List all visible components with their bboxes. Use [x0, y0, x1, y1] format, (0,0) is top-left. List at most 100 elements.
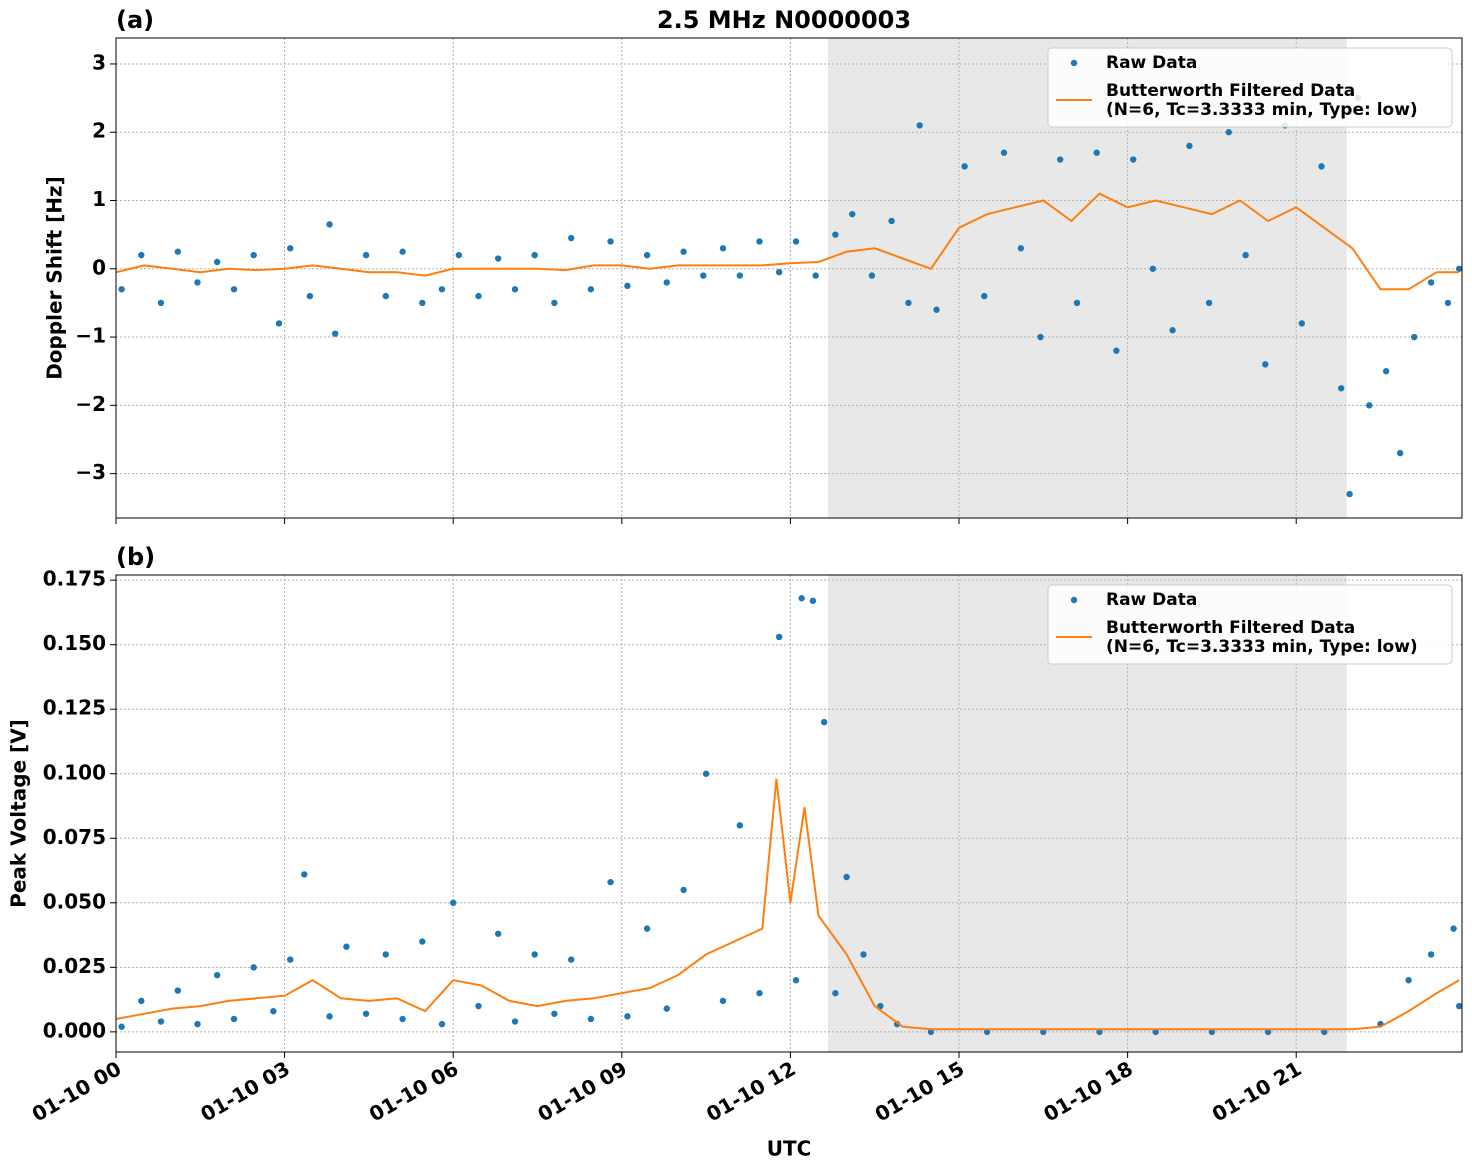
raw-point	[1427, 951, 1435, 958]
legend-label: Butterworth Filtered Data (N=6, Tc=3.3333…	[1106, 81, 1418, 120]
raw-point	[756, 238, 763, 245]
raw-point	[306, 292, 314, 300]
raw-point	[1444, 299, 1452, 307]
raw-point	[438, 1020, 446, 1028]
raw-point	[1056, 156, 1064, 163]
raw-point	[382, 292, 389, 300]
raw-point	[157, 1018, 165, 1025]
x-tick-label: 01-10 09	[534, 1056, 632, 1126]
raw-point	[1093, 149, 1100, 156]
raw-point	[1113, 347, 1120, 354]
raw-point	[1225, 129, 1232, 136]
raw-point	[1382, 368, 1390, 375]
raw-point	[194, 1020, 201, 1028]
raw-point	[607, 238, 614, 245]
y-tick-label: 0.100	[43, 760, 106, 784]
raw-point	[138, 997, 145, 1005]
panel-label: (a)	[116, 6, 154, 34]
raw-point	[174, 248, 182, 255]
raw-point	[301, 871, 308, 878]
y-tick-label: 3	[92, 50, 106, 74]
raw-point	[587, 1015, 595, 1023]
raw-point	[624, 282, 631, 290]
raw-point	[736, 272, 744, 279]
x-tick-label: 01-10 03	[196, 1056, 294, 1126]
raw-point	[287, 956, 294, 963]
raw-point	[663, 1005, 670, 1012]
raw-point	[1337, 385, 1345, 392]
y-tick-label: 0.125	[43, 696, 106, 720]
raw-point	[450, 899, 457, 907]
raw-point	[1186, 142, 1193, 150]
raw-point	[1405, 977, 1412, 984]
raw-point	[868, 272, 876, 279]
x-tick-label: 01-10 00	[28, 1056, 126, 1126]
raw-point	[157, 299, 165, 307]
raw-point	[916, 122, 923, 129]
y-tick-label: 0.000	[43, 1018, 106, 1042]
x-tick-label: 01-10 12	[702, 1056, 800, 1126]
raw-point	[905, 299, 912, 307]
raw-point	[888, 217, 895, 225]
raw-point	[551, 299, 558, 307]
raw-point	[798, 595, 805, 602]
raw-point	[933, 306, 940, 313]
axes-frame	[115, 574, 1463, 1053]
filtered-line	[116, 778, 1460, 1031]
raw-point	[568, 234, 575, 242]
raw-point	[326, 221, 333, 228]
y-tick-label: −2	[75, 392, 106, 416]
legend-label: Raw Data	[1106, 590, 1197, 610]
raw-point	[213, 258, 221, 266]
raw-point	[1073, 299, 1081, 307]
raw-point	[138, 251, 145, 259]
raw-point	[736, 822, 744, 829]
legend-marker	[1070, 59, 1078, 67]
raw-point	[362, 1010, 370, 1017]
y-tick-label: 0.075	[43, 825, 106, 849]
raw-point	[1205, 299, 1213, 307]
legend-box	[1047, 584, 1453, 665]
raw-point	[702, 770, 710, 777]
raw-point	[531, 251, 538, 259]
y-axis-label: Doppler Shift [Hz]	[43, 176, 67, 380]
raw-point	[551, 1010, 558, 1017]
y-tick-label: 1	[92, 187, 106, 211]
panel-label: (b)	[116, 543, 155, 571]
raw-point	[382, 951, 389, 958]
y-tick-label: 0.050	[43, 889, 106, 913]
axes-frame	[115, 37, 1463, 519]
raw-point	[250, 964, 257, 971]
raw-point	[331, 330, 339, 337]
raw-point	[643, 251, 651, 259]
raw-point	[438, 286, 446, 293]
raw-point	[213, 971, 221, 979]
raw-point	[399, 1015, 406, 1023]
raw-point	[568, 956, 575, 963]
raw-point	[475, 1002, 482, 1010]
raw-point	[809, 597, 817, 605]
raw-point	[1000, 149, 1008, 156]
raw-point	[1455, 265, 1462, 272]
raw-point	[343, 943, 350, 950]
raw-point	[719, 997, 727, 1005]
raw-point	[1411, 333, 1418, 341]
raw-point	[494, 255, 502, 262]
raw-point	[270, 1008, 277, 1015]
raw-point	[118, 1023, 125, 1030]
raw-point	[531, 951, 538, 958]
raw-point	[230, 1015, 238, 1023]
raw-point	[792, 977, 800, 984]
raw-point	[700, 272, 707, 279]
raw-point	[287, 245, 294, 252]
raw-point	[624, 1013, 631, 1020]
x-tick-label: 01-10 18	[1039, 1056, 1137, 1126]
raw-point	[663, 279, 670, 286]
y-tick-label: −1	[75, 324, 106, 348]
raw-point	[326, 1013, 333, 1020]
raw-point	[775, 633, 783, 641]
raw-point	[1346, 490, 1353, 498]
raw-point	[1450, 925, 1457, 932]
raw-point	[719, 245, 727, 252]
raw-point	[1017, 245, 1025, 252]
